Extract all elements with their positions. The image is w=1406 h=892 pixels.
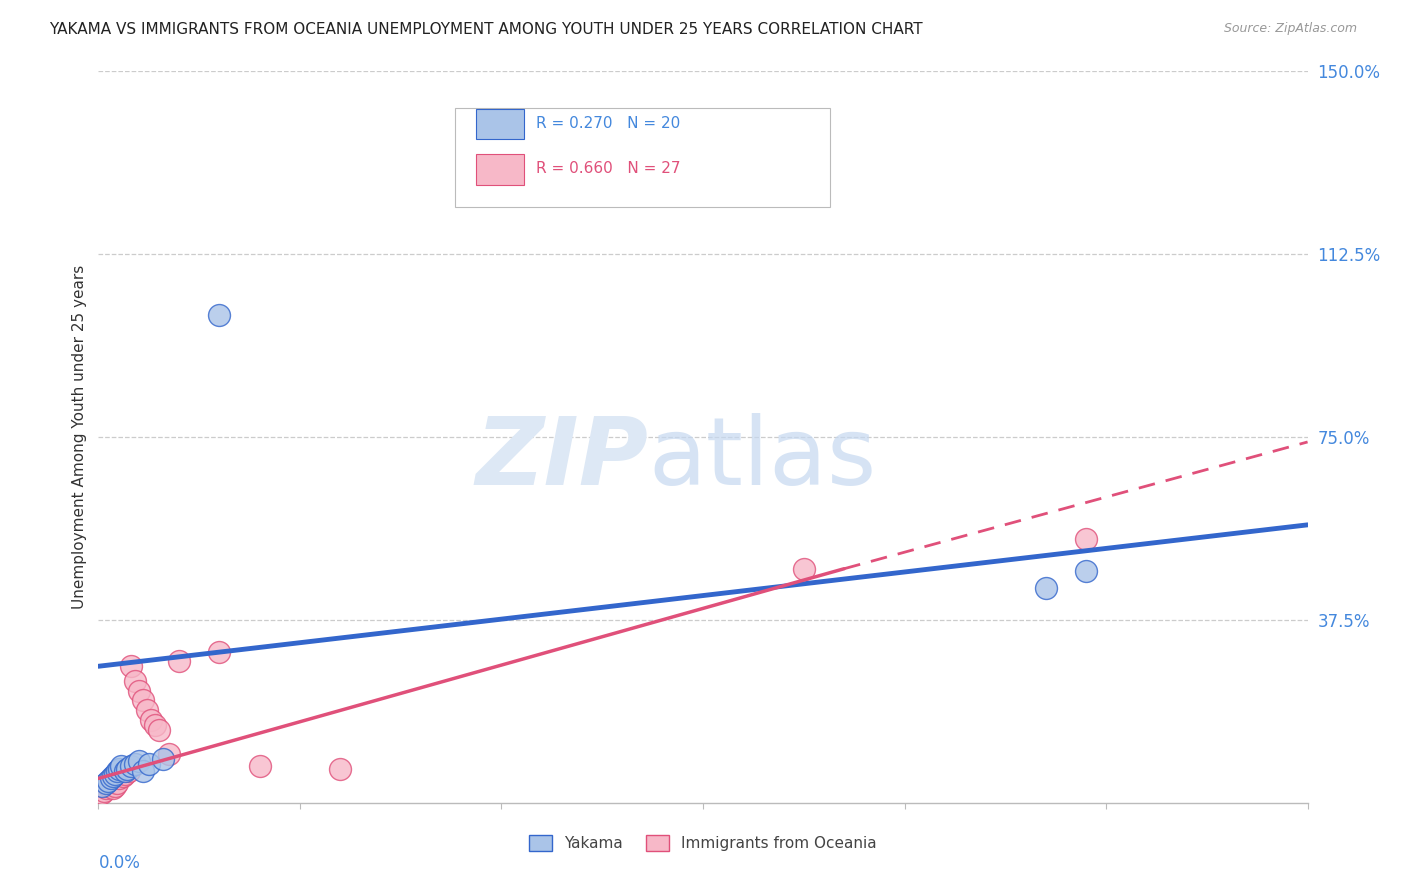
FancyBboxPatch shape — [456, 108, 830, 207]
Point — [138, 756, 160, 771]
Point — [143, 718, 166, 732]
Legend: Yakama, Immigrants from Oceania: Yakama, Immigrants from Oceania — [523, 830, 883, 857]
Text: R = 0.660   N = 27: R = 0.660 N = 27 — [536, 161, 681, 176]
Point — [96, 781, 118, 796]
Point — [124, 756, 146, 771]
Point — [1035, 581, 1057, 595]
Point — [105, 776, 128, 790]
Text: Source: ZipAtlas.com: Source: ZipAtlas.com — [1223, 22, 1357, 36]
Point — [152, 752, 174, 766]
Point — [103, 766, 125, 780]
Point — [100, 776, 122, 790]
Point — [208, 645, 231, 659]
Point — [115, 762, 138, 776]
Point — [103, 779, 125, 793]
Point — [1074, 564, 1097, 578]
Point — [128, 683, 150, 698]
Point — [135, 703, 157, 717]
Point — [148, 723, 170, 737]
Point — [208, 308, 231, 322]
Point — [124, 673, 146, 688]
Point — [128, 755, 150, 769]
Point — [157, 747, 180, 761]
Point — [97, 779, 120, 793]
Point — [114, 764, 136, 778]
Point — [132, 764, 155, 778]
Point — [139, 713, 162, 727]
Point — [132, 693, 155, 707]
Bar — [475, 154, 524, 185]
Point — [91, 786, 114, 800]
Point — [93, 783, 115, 797]
Point — [101, 781, 124, 796]
Bar — [475, 109, 524, 139]
Point — [1074, 533, 1097, 547]
Y-axis label: Unemployment Among Youth under 25 years: Unemployment Among Youth under 25 years — [72, 265, 87, 609]
Point — [249, 759, 271, 773]
Point — [120, 759, 142, 773]
Text: atlas: atlas — [648, 413, 877, 505]
Point — [101, 769, 124, 783]
Point — [118, 764, 141, 778]
Point — [114, 766, 136, 780]
Text: 0.0%: 0.0% — [98, 854, 141, 872]
Point — [110, 759, 132, 773]
Point — [96, 776, 118, 790]
Point — [111, 769, 134, 783]
Point — [329, 762, 352, 776]
Point — [97, 773, 120, 788]
Point — [107, 772, 129, 786]
Point — [91, 779, 114, 793]
Point — [100, 772, 122, 786]
Point — [167, 654, 190, 668]
Text: ZIP: ZIP — [475, 413, 648, 505]
Point — [793, 562, 815, 576]
Point — [120, 659, 142, 673]
Text: YAKAMA VS IMMIGRANTS FROM OCEANIA UNEMPLOYMENT AMONG YOUTH UNDER 25 YEARS CORREL: YAKAMA VS IMMIGRANTS FROM OCEANIA UNEMPL… — [49, 22, 922, 37]
Point — [107, 762, 129, 776]
Text: R = 0.270   N = 20: R = 0.270 N = 20 — [536, 116, 681, 131]
Point — [105, 764, 128, 778]
